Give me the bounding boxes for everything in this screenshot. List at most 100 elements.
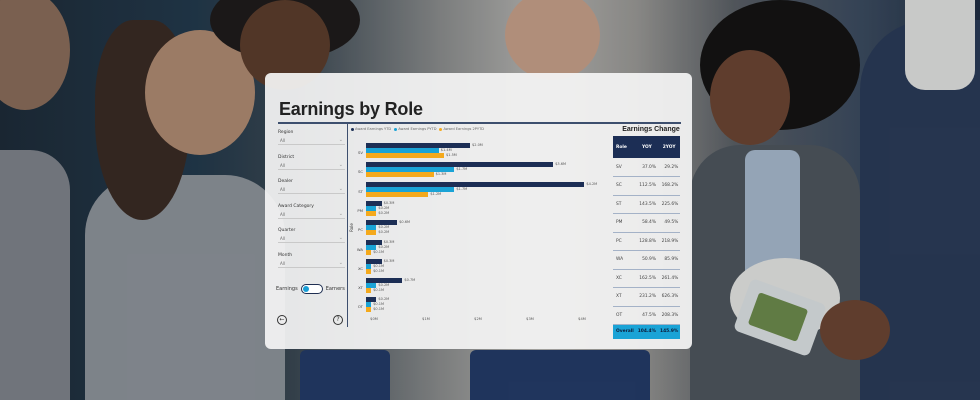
earnings-earners-toggle[interactable] — [300, 284, 323, 294]
filter-pane: Region All ⌄ District All ⌄ Dealer All ⌄ Award Ca… — [278, 128, 345, 275]
table-cell: 128.8% — [635, 232, 659, 251]
table-row[interactable]: SC 112.5% 168.2% — [613, 176, 681, 196]
data-label: $0.2M — [378, 230, 390, 235]
bar[interactable] — [366, 181, 585, 187]
column-header[interactable]: Role — [613, 136, 636, 158]
person-silhouette — [710, 50, 790, 145]
bar[interactable] — [366, 263, 372, 269]
bar[interactable] — [366, 148, 439, 153]
table-cell: SV — [613, 158, 636, 177]
bar[interactable] — [366, 278, 403, 284]
table-cell: 47.5% — [635, 306, 659, 325]
bar[interactable] — [366, 268, 372, 274]
filter-dropdown[interactable]: All ⌄ — [278, 161, 345, 170]
table-cell: 29.2% — [658, 158, 681, 177]
bar[interactable] — [366, 167, 455, 173]
bar[interactable] — [366, 200, 382, 206]
data-label: $0.2M — [378, 244, 390, 249]
bar[interactable] — [366, 249, 372, 255]
person-silhouette — [470, 350, 650, 400]
table-cell: 112.5% — [635, 176, 659, 196]
bar[interactable] — [366, 225, 377, 231]
table-header-row: Role YOY 2YOY — [613, 136, 681, 158]
filter-region: Region All ⌄ — [278, 128, 345, 153]
help-icon[interactable]: ? — [333, 315, 343, 325]
bar[interactable] — [366, 191, 429, 197]
table-cell: 218.9% — [658, 232, 681, 251]
table-row[interactable]: ST 143.5% 225.6% — [613, 195, 681, 214]
table-row[interactable]: SV 37.0% 29.2% — [613, 158, 681, 177]
bar[interactable] — [366, 258, 382, 264]
bar[interactable] — [366, 162, 554, 168]
bar[interactable] — [366, 288, 372, 294]
table-cell: 58.4% — [635, 213, 659, 233]
bar[interactable] — [366, 307, 372, 313]
bar[interactable] — [366, 283, 377, 289]
data-label: $2.0M — [472, 143, 483, 147]
table-cell: PC — [613, 232, 636, 251]
bar[interactable] — [366, 220, 398, 226]
bar-group-wa: WA $0.3M $0.2M $0.1M — [351, 239, 601, 259]
table-row[interactable]: PM 58.4% 49.5% — [613, 213, 681, 233]
bar-group-pc: PC $0.6M $0.2M $0.2M — [351, 220, 601, 239]
data-label: $1.5M — [446, 153, 457, 157]
bar[interactable] — [366, 239, 382, 245]
data-label: $1.3M — [435, 172, 447, 177]
person-silhouette — [505, 0, 600, 80]
data-label: $1.7M — [456, 186, 468, 191]
bar[interactable] — [366, 186, 455, 192]
column-header[interactable]: YOY — [635, 136, 659, 158]
filter-dropdown[interactable]: All ⌄ — [278, 185, 345, 194]
bar-group-xt: XT $0.7M $0.2M $0.1M — [351, 278, 601, 297]
legend-dot-icon — [439, 127, 443, 131]
x-tick-label: $3M — [526, 317, 534, 321]
column-header[interactable]: 2YOY — [658, 136, 681, 158]
chevron-down-icon: ⌄ — [338, 259, 343, 266]
bar-chart: SV $2.0M $1.4M $1.5M SC $3.6M $1.7M $1.3M ST $4.2… — [351, 143, 601, 318]
table-cell: 261.4% — [658, 269, 681, 288]
data-label: $0.7M — [404, 278, 416, 283]
bar[interactable] — [366, 302, 372, 308]
filter-dropdown[interactable]: All ⌄ — [278, 136, 345, 145]
legend-item[interactable]: Award Earnings 2PYTD — [439, 127, 484, 131]
data-label: $0.2M — [378, 225, 390, 230]
bar[interactable] — [366, 210, 377, 216]
table-row-overall[interactable]: Overall 104.4% 145.9% — [613, 324, 681, 339]
data-label: $1.7M — [456, 167, 468, 172]
data-label: $0.2M — [378, 297, 390, 302]
table-row[interactable]: XC 162.5% 261.4% — [613, 269, 681, 288]
x-tick-label: $0M — [370, 317, 378, 321]
legend-item[interactable]: Award Earnings PYTD — [394, 127, 436, 131]
legend-item[interactable]: Award Earnings YTD — [351, 127, 391, 131]
filter-label: Region — [278, 130, 294, 135]
filter-dealer: Dealer All ⌄ — [278, 177, 345, 202]
bar[interactable] — [366, 244, 377, 250]
filter-dropdown[interactable]: All ⌄ — [278, 210, 345, 219]
filter-dropdown[interactable]: All ⌄ — [278, 234, 345, 243]
category-label: PC — [358, 227, 363, 233]
x-tick-label: $1M — [422, 317, 430, 321]
table-row[interactable]: WA 50.9% 85.9% — [613, 250, 681, 270]
legend-label: Award Earnings 2PYTD — [443, 127, 485, 131]
table-row[interactable]: XT 231.2% 626.3% — [613, 287, 681, 307]
person-silhouette — [0, 150, 70, 400]
table-row[interactable]: PC 128.8% 218.9% — [613, 232, 681, 251]
bar[interactable] — [366, 172, 434, 178]
data-label: $3.6M — [555, 162, 567, 167]
back-arrow-icon[interactable]: ← — [277, 315, 287, 325]
bar[interactable] — [366, 297, 377, 303]
dashboard-panel: Earnings by Role Region All ⌄ District All ⌄ D… — [265, 73, 692, 349]
data-label: $0.3M — [383, 200, 395, 205]
bar[interactable] — [366, 143, 470, 148]
legend-label: Award Earnings PYTD — [398, 127, 437, 131]
filter-label: Month — [278, 252, 293, 258]
data-label: $0.2M — [378, 205, 390, 210]
filter-value: All — [280, 260, 285, 266]
bar[interactable] — [366, 153, 444, 158]
table-cell: 225.6% — [658, 195, 681, 214]
bar[interactable] — [366, 230, 377, 236]
table-row[interactable]: OT 47.5% 208.3% — [613, 306, 681, 325]
bar[interactable] — [366, 205, 377, 211]
table-cell: WA — [613, 250, 636, 270]
filter-dropdown[interactable]: All ⌄ — [278, 259, 345, 268]
